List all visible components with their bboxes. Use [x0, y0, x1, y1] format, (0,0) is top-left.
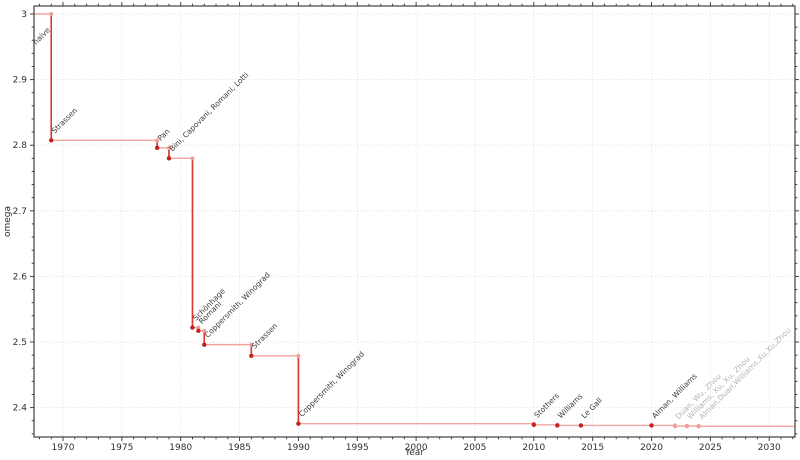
data-point-marker [672, 423, 678, 429]
x-axis-label: Year [404, 448, 424, 458]
data-point-marker [696, 424, 701, 429]
data-point-marker [166, 156, 172, 161]
x-tick-label: 2000 [405, 443, 428, 453]
corner-marker [196, 325, 201, 330]
y-tick-label: 3 [21, 10, 27, 20]
data-point-marker [649, 423, 654, 428]
x-tick-label: 2015 [581, 443, 604, 453]
data-point-markers [49, 138, 701, 429]
data-point-marker [154, 145, 160, 151]
x-tick-label: 2005 [464, 443, 487, 453]
data-point-marker [296, 421, 301, 426]
y-tick-label: 2.4 [13, 404, 28, 414]
y-tick-label: 2.5 [13, 338, 27, 348]
corner-marker [166, 145, 171, 150]
y-tick-label: 2.6 [13, 272, 28, 282]
y-tick-label: 2.8 [13, 141, 28, 151]
x-tick-label: 1985 [228, 443, 251, 453]
data-point-marker [555, 423, 560, 428]
data-point-marker [49, 138, 54, 143]
data-point-marker [684, 423, 690, 429]
corner-marker [190, 156, 195, 161]
data-point-marker [196, 328, 201, 334]
data-point-marker [202, 342, 207, 347]
x-tick-label: 1990 [287, 443, 310, 453]
x-tick-label: 2010 [522, 443, 545, 453]
x-tick-label: 1970 [52, 443, 75, 453]
x-tick-label: 1980 [169, 443, 192, 453]
axis-ticks [30, 2, 799, 441]
y-tick-label: 2.7 [13, 207, 27, 217]
y-axis-label: omega [3, 206, 13, 237]
x-tick-label: 1995 [346, 443, 369, 453]
plot-frame [33, 5, 796, 438]
corner-marker [249, 342, 254, 347]
tick-labels: 1970 1975 1980 1985 1990 1995 2000 2005 2010 2015… [13, 10, 781, 453]
corner-marker [202, 328, 207, 333]
x-tick-label: 2030 [758, 443, 781, 453]
data-point-marker [190, 325, 195, 330]
corner-marker [296, 353, 301, 358]
corner-marker [155, 138, 160, 143]
x-tick-label: 2020 [640, 443, 663, 453]
data-point-marker [531, 422, 537, 428]
x-tick-label: 2025 [699, 443, 722, 453]
x-tick-label: 1975 [110, 443, 133, 453]
y-tick-label: 2.9 [13, 76, 28, 86]
corner-marker [49, 12, 54, 17]
data-point-marker [578, 423, 584, 428]
data-point-marker [249, 353, 254, 358]
